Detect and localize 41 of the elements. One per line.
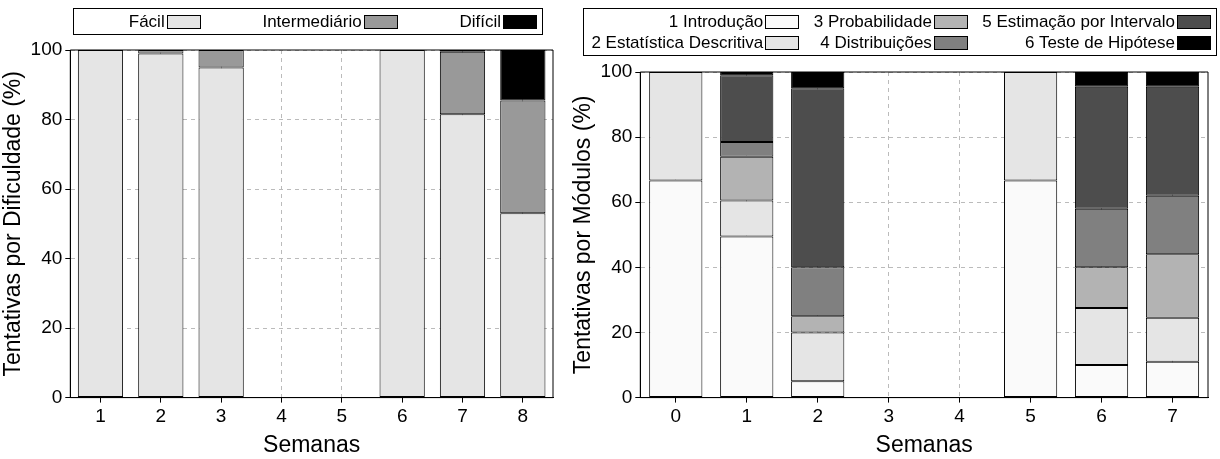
- legend-label: Difícil: [459, 11, 501, 32]
- legend-label: Fácil: [128, 11, 165, 32]
- legend-label: 3 Probabilidade: [813, 11, 932, 32]
- x-tick-label: 7: [1167, 405, 1178, 427]
- legend-label: Intermediário: [262, 11, 362, 32]
- x-axis-title: Semanas: [875, 430, 973, 457]
- legend-label: 2 Estatística Descritiva: [591, 32, 764, 53]
- y-tick-label: 40: [611, 255, 633, 277]
- legend-label: 4 Distribuições: [820, 32, 932, 53]
- y-tick-label: 80: [41, 107, 63, 129]
- y-tick-label: 100: [600, 60, 633, 82]
- y-tick-label: 40: [41, 246, 63, 268]
- x-tick-label: 2: [812, 405, 823, 427]
- x-tick-label: 5: [336, 405, 348, 427]
- y-tick-label: 60: [611, 190, 633, 212]
- x-tick-label: 8: [517, 405, 529, 427]
- x-tick-label: 4: [954, 405, 966, 427]
- x-tick-label: 5: [1025, 405, 1036, 427]
- y-tick-label: 0: [621, 385, 633, 407]
- x-tick-label: 1: [741, 405, 753, 427]
- legend-label: 6 Teste de Hipótese: [1025, 32, 1175, 53]
- x-tick-label: 7: [457, 405, 468, 427]
- x-tick-label: 3: [883, 405, 894, 427]
- legend-label: 1 Introdução: [668, 11, 764, 32]
- y-tick-label: 100: [30, 38, 63, 60]
- x-tick-label: 0: [670, 405, 682, 427]
- x-tick-label: 2: [155, 405, 167, 427]
- y-axis-title: Tentativas por Módulos (%): [569, 95, 596, 375]
- y-tick-label: 60: [41, 177, 63, 199]
- y-axis-title: Tentativas por Dificuldade (%): [0, 71, 26, 377]
- x-tick-label: 4: [276, 405, 288, 427]
- x-tick-label: 6: [1096, 405, 1107, 427]
- y-tick-label: 0: [51, 385, 63, 407]
- y-tick-label: 20: [611, 320, 633, 342]
- x-axis-title: Semanas: [263, 430, 361, 457]
- legend-label: 5 Estimação por Intervalo: [982, 11, 1175, 32]
- x-tick-label: 1: [95, 405, 106, 427]
- y-tick-label: 20: [41, 316, 63, 338]
- x-tick-label: 3: [215, 405, 227, 427]
- x-tick-label: 6: [396, 405, 408, 427]
- y-tick-label: 80: [611, 125, 633, 147]
